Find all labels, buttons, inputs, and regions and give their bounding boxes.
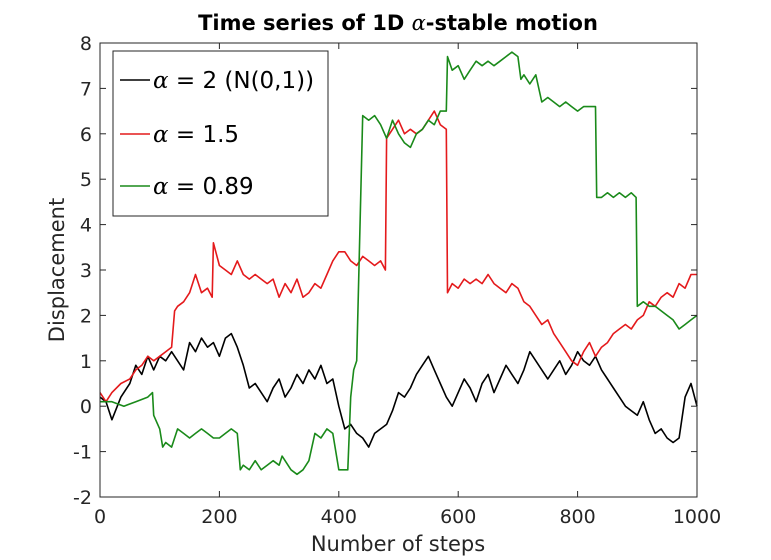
y-tick-label: 1 [80,351,92,373]
legend-label-1: = 1.5 [169,122,239,148]
chart-title-symbol: α [412,11,426,35]
y-axis-ticks: -2 -1 0 1 2 3 4 5 6 7 8 [73,33,697,509]
series-line-1 [99,110,697,403]
x-tick-label: 400 [321,506,357,528]
y-tick-label: 6 [80,124,92,146]
legend-label-0: = 2 (N(0,1)) [169,68,315,94]
y-tick-label: 2 [80,305,92,327]
x-tick-label: 200 [201,506,237,528]
y-tick-label: 0 [80,396,92,418]
legend-symbol-1: α [153,122,169,148]
y-tick-label: 4 [80,215,92,237]
y-tick-label: 8 [80,33,92,55]
y-tick-label: 7 [80,78,92,100]
legend-entry-0: α = 2 (N(0,1)) [153,68,314,94]
series-line-2 [100,51,698,476]
legend-entry-1: α = 1.5 [153,122,239,148]
y-tick-label: 5 [80,169,92,191]
legend: α = 2 (N(0,1)) α = 1.5 α = 0.89 [112,50,329,217]
chart-title-prefix: Time series of 1D [198,11,412,35]
y-axis-label: Displacement [45,198,69,342]
legend-symbol-0: α [153,68,169,94]
legend-symbol-2: α [153,174,169,200]
chart-title: Time series of 1D α-stable motion [198,11,598,35]
chart-title-suffix: -stable motion [426,11,598,35]
x-axis-label: Number of steps [311,532,485,556]
series-line-0 [99,332,698,448]
x-tick-label: 0 [94,506,106,528]
y-tick-label: 3 [80,260,92,282]
y-tick-label: -2 [73,487,92,509]
x-tick-label: 800 [559,506,595,528]
x-tick-label: 1000 [673,506,721,528]
x-tick-label: 600 [440,506,476,528]
series-layer [99,51,698,476]
x-axis-ticks: 0 200 400 600 800 1000 [94,43,721,528]
legend-entry-2: α = 0.89 [153,174,254,200]
legend-label-2: = 0.89 [169,174,254,200]
y-tick-label: -1 [73,442,92,464]
